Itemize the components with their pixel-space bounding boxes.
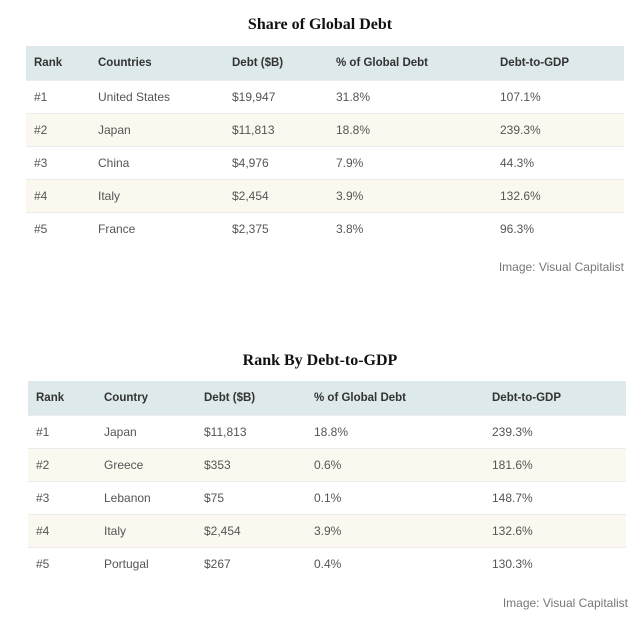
debt-cell: $2,375	[232, 212, 336, 245]
share-cell: 3.9%	[336, 179, 500, 213]
debt-to-gdp-cell: 148.7%	[492, 481, 626, 515]
debt-to-gdp-cell: 107.1%	[500, 80, 624, 114]
share-cell: 3.9%	[314, 514, 492, 548]
country-cell: Japan	[98, 113, 232, 147]
table-row: #2 Greece $353 0.6% 181.6%	[28, 448, 626, 482]
table1-header-row: Rank Countries Debt ($B) % of Global Deb…	[26, 46, 624, 81]
share-cell: 18.8%	[314, 415, 492, 449]
table1-credit: Image: Visual Capitalist	[498, 260, 624, 274]
table2-header-country: Country	[104, 381, 204, 416]
table-row: #5 France $2,375 3.8% 96.3%	[26, 212, 624, 245]
rank-cell: #1	[28, 415, 104, 449]
table-row: #1 Japan $11,813 18.8% 239.3%	[28, 415, 626, 449]
share-cell: 3.8%	[336, 212, 500, 245]
rank-cell: #2	[28, 448, 104, 482]
country-cell: Lebanon	[104, 481, 204, 515]
country-cell: Portugal	[104, 547, 204, 580]
rank-cell: #3	[28, 481, 104, 515]
table1-header-debt: Debt ($B)	[232, 46, 336, 81]
country-cell: United States	[98, 80, 232, 114]
table2-header-row: Rank Country Debt ($B) % of Global Debt …	[28, 381, 626, 416]
debt-cell: $353	[204, 448, 314, 482]
country-cell: Greece	[104, 448, 204, 482]
table1-header-rank: Rank	[26, 46, 98, 81]
share-cell: 0.4%	[314, 547, 492, 580]
rank-cell: #4	[28, 514, 104, 548]
table1-section: Share of Global Debt	[0, 16, 640, 34]
table-row: #3 Lebanon $75 0.1% 148.7%	[28, 481, 626, 515]
table2-title: Rank By Debt-to-GDP	[242, 352, 398, 369]
rank-cell: #1	[26, 80, 98, 114]
table2-header-debt-to-gdp: Debt-to-GDP	[492, 381, 626, 416]
table2-credit: Image: Visual Capitalist	[502, 596, 628, 610]
table-row: #5 Portugal $267 0.4% 130.3%	[28, 547, 626, 580]
debt-to-gdp-cell: 239.3%	[492, 415, 626, 449]
table1-header-country: Countries	[98, 46, 232, 81]
share-cell: 31.8%	[336, 80, 500, 114]
debt-cell: $2,454	[232, 179, 336, 213]
table2: Rank Country Debt ($B) % of Global Debt …	[28, 381, 626, 580]
debt-cell: $75	[204, 481, 314, 515]
country-cell: France	[98, 212, 232, 245]
debt-cell: $19,947	[232, 80, 336, 114]
share-cell: 0.1%	[314, 481, 492, 515]
country-cell: Italy	[104, 514, 204, 548]
share-cell: 0.6%	[314, 448, 492, 482]
table1-title: Share of Global Debt	[247, 16, 393, 33]
table2-header-rank: Rank	[28, 381, 104, 416]
debt-cell: $2,454	[204, 514, 314, 548]
debt-to-gdp-cell: 181.6%	[492, 448, 626, 482]
debt-to-gdp-cell: 130.3%	[492, 547, 626, 580]
share-cell: 7.9%	[336, 146, 500, 180]
debt-to-gdp-cell: 239.3%	[500, 113, 624, 147]
table1: Rank Countries Debt ($B) % of Global Deb…	[26, 46, 624, 245]
country-cell: Japan	[104, 415, 204, 449]
debt-cell: $267	[204, 547, 314, 580]
table-row: #4 Italy $2,454 3.9% 132.6%	[26, 179, 624, 213]
debt-cell: $4,976	[232, 146, 336, 180]
debt-cell: $11,813	[204, 415, 314, 449]
country-cell: China	[98, 146, 232, 180]
debt-to-gdp-cell: 96.3%	[500, 212, 624, 245]
rank-cell: #5	[26, 212, 98, 245]
share-cell: 18.8%	[336, 113, 500, 147]
rank-cell: #3	[26, 146, 98, 180]
debt-cell: $11,813	[232, 113, 336, 147]
rank-cell: #4	[26, 179, 98, 213]
debt-to-gdp-cell: 132.6%	[500, 179, 624, 213]
debt-to-gdp-cell: 132.6%	[492, 514, 626, 548]
rank-cell: #5	[28, 547, 104, 580]
table2-header-debt: Debt ($B)	[204, 381, 314, 416]
table-row: #1 United States $19,947 31.8% 107.1%	[26, 80, 624, 114]
table2-header-share: % of Global Debt	[314, 381, 492, 416]
rank-cell: #2	[26, 113, 98, 147]
table-row: #3 China $4,976 7.9% 44.3%	[26, 146, 624, 180]
country-cell: Italy	[98, 179, 232, 213]
table1-header-share: % of Global Debt	[336, 46, 500, 81]
table2-section: Rank By Debt-to-GDP	[0, 352, 640, 370]
table-row: #2 Japan $11,813 18.8% 239.3%	[26, 113, 624, 147]
table1-header-debt-to-gdp: Debt-to-GDP	[500, 46, 624, 81]
debt-to-gdp-cell: 44.3%	[500, 146, 624, 180]
table-row: #4 Italy $2,454 3.9% 132.6%	[28, 514, 626, 548]
